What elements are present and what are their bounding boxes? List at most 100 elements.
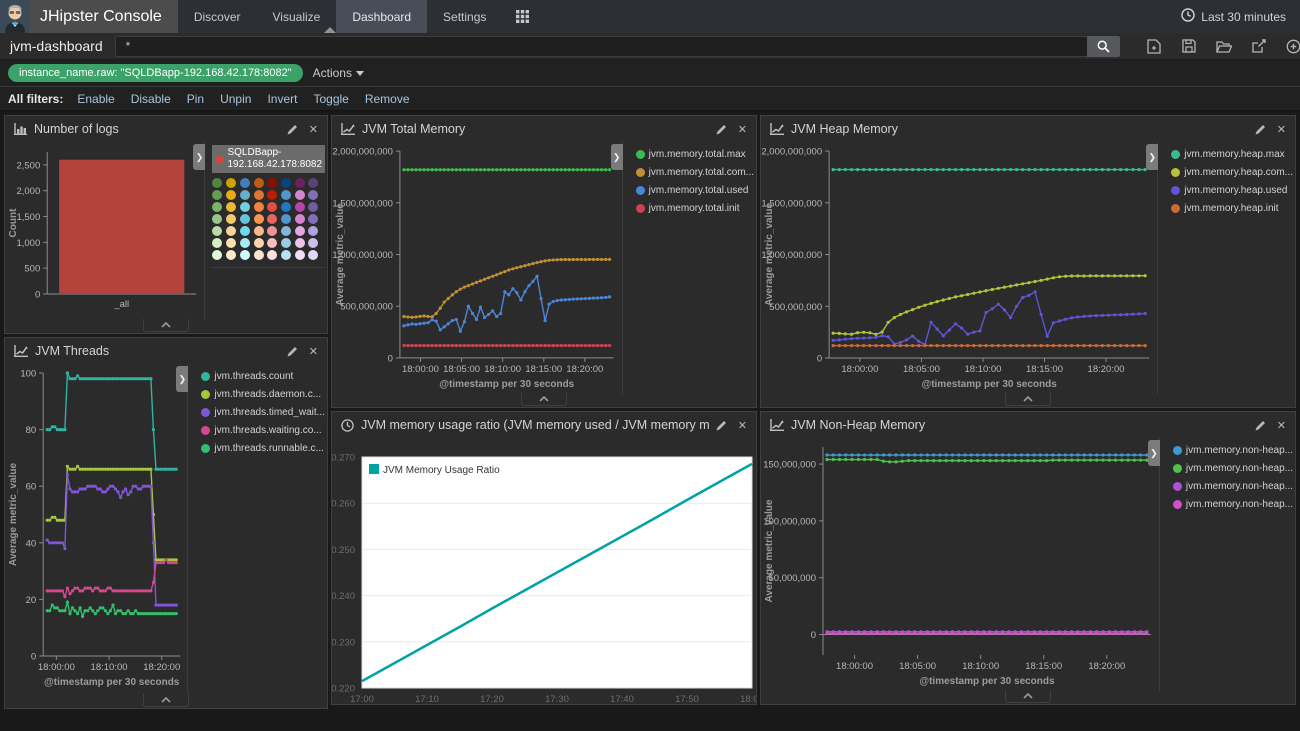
tab-dashboard[interactable]: Dashboard bbox=[336, 0, 428, 33]
palette-color-swatch[interactable] bbox=[226, 226, 237, 236]
legend-item[interactable]: jvm.memory.total.com... bbox=[635, 163, 754, 181]
palette-color-swatch[interactable] bbox=[212, 226, 223, 236]
palette-color-swatch[interactable] bbox=[253, 202, 264, 212]
edit-panel-icon[interactable] bbox=[716, 420, 727, 431]
legend-item[interactable]: jvm.memory.non-heap... bbox=[1172, 441, 1293, 459]
palette-color-swatch[interactable] bbox=[280, 238, 291, 248]
palette-color-swatch[interactable] bbox=[280, 202, 291, 212]
palette-color-swatch[interactable] bbox=[267, 178, 278, 188]
palette-color-swatch[interactable] bbox=[280, 190, 291, 200]
palette-color-swatch[interactable] bbox=[267, 214, 278, 224]
collapse-panel-button[interactable] bbox=[1005, 690, 1051, 703]
remove-panel-icon[interactable]: ✕ bbox=[737, 419, 747, 432]
tab-visualize[interactable]: Visualize bbox=[272, 9, 321, 24]
legend-item[interactable]: jvm.threads.timed_wait... bbox=[201, 403, 325, 421]
palette-color-swatch[interactable] bbox=[267, 202, 278, 212]
palette-color-swatch[interactable] bbox=[294, 190, 305, 200]
palette-color-swatch[interactable] bbox=[212, 250, 223, 260]
legend-item[interactable]: jvm.threads.daemon.c... bbox=[201, 385, 325, 403]
palette-color-swatch[interactable] bbox=[280, 178, 291, 188]
legend-toggle-icon[interactable]: ❯ bbox=[193, 144, 206, 170]
edit-panel-icon[interactable] bbox=[1255, 420, 1266, 431]
legend-item[interactable]: jvm.memory.total.used bbox=[635, 181, 754, 199]
remove-panel-icon[interactable]: ✕ bbox=[1276, 123, 1286, 136]
palette-color-swatch[interactable] bbox=[239, 202, 250, 212]
palette-color-swatch[interactable] bbox=[294, 214, 305, 224]
new-dashboard-icon[interactable] bbox=[1146, 38, 1162, 54]
palette-color-swatch[interactable] bbox=[308, 238, 319, 248]
palette-color-swatch[interactable] bbox=[308, 178, 319, 188]
collapse-panel-button[interactable] bbox=[521, 393, 567, 406]
palette-color-swatch[interactable] bbox=[294, 202, 305, 212]
palette-color-swatch[interactable] bbox=[239, 250, 250, 260]
palette-color-swatch[interactable] bbox=[280, 226, 291, 236]
palette-color-swatch[interactable] bbox=[267, 250, 278, 260]
legend-toggle-icon[interactable]: ❯ bbox=[610, 144, 623, 170]
legend-toggle-icon[interactable]: ❯ bbox=[1146, 144, 1159, 170]
palette-color-swatch[interactable] bbox=[294, 238, 305, 248]
share-dashboard-icon[interactable] bbox=[1251, 38, 1267, 54]
palette-color-swatch[interactable] bbox=[253, 214, 264, 224]
palette-color-swatch[interactable] bbox=[212, 178, 223, 188]
app-switcher-icon[interactable] bbox=[502, 0, 543, 33]
palette-color-swatch[interactable] bbox=[212, 202, 223, 212]
edit-panel-icon[interactable] bbox=[287, 124, 298, 135]
palette-color-swatch[interactable] bbox=[308, 250, 319, 260]
palette-color-swatch[interactable] bbox=[294, 226, 305, 236]
search-input[interactable] bbox=[114, 35, 1087, 57]
palette-color-swatch[interactable] bbox=[308, 214, 319, 224]
palette-color-swatch[interactable] bbox=[226, 202, 237, 212]
palette-color-swatch[interactable] bbox=[308, 190, 319, 200]
palette-color-swatch[interactable] bbox=[280, 214, 291, 224]
filter-link-unpin[interactable]: Unpin bbox=[220, 91, 252, 106]
instance-filter-pill[interactable]: instance_name.raw: "SQLDBapp-192.168.42.… bbox=[8, 64, 303, 82]
legend-item[interactable]: jvm.memory.non-heap... bbox=[1172, 477, 1293, 495]
collapse-panel-button[interactable] bbox=[143, 319, 189, 332]
filter-link-toggle[interactable]: Toggle bbox=[313, 91, 349, 106]
palette-color-swatch[interactable] bbox=[226, 178, 237, 188]
tab-settings[interactable]: Settings bbox=[443, 9, 487, 24]
palette-color-swatch[interactable] bbox=[253, 250, 264, 260]
palette-color-swatch[interactable] bbox=[308, 226, 319, 236]
legend-item[interactable]: jvm.threads.waiting.co... bbox=[201, 421, 325, 439]
palette-color-swatch[interactable] bbox=[267, 226, 278, 236]
palette-color-swatch[interactable] bbox=[226, 190, 237, 200]
palette-color-swatch[interactable] bbox=[239, 238, 250, 248]
palette-color-swatch[interactable] bbox=[239, 226, 250, 236]
filter-actions-dropdown[interactable]: Actions bbox=[313, 66, 364, 80]
remove-panel-icon[interactable]: ✕ bbox=[308, 345, 318, 358]
collapse-panel-button[interactable] bbox=[1005, 393, 1051, 406]
edit-panel-icon[interactable] bbox=[716, 124, 727, 135]
palette-color-swatch[interactable] bbox=[212, 238, 223, 248]
legend-toggle-icon[interactable]: ❯ bbox=[176, 366, 189, 392]
legend-item[interactable]: jvm.memory.non-heap... bbox=[1172, 495, 1293, 513]
filter-link-enable[interactable]: Enable bbox=[77, 91, 115, 106]
time-range-picker[interactable]: Last 30 minutes bbox=[1167, 0, 1300, 33]
palette-color-swatch[interactable] bbox=[267, 190, 278, 200]
save-dashboard-icon[interactable] bbox=[1181, 38, 1197, 54]
legend-item[interactable]: jvm.memory.non-heap... bbox=[1172, 459, 1293, 477]
palette-color-swatch[interactable] bbox=[267, 238, 278, 248]
filter-link-invert[interactable]: Invert bbox=[267, 91, 298, 106]
palette-color-swatch[interactable] bbox=[212, 214, 223, 224]
tab-discover[interactable]: Discover bbox=[193, 9, 241, 24]
palette-color-swatch[interactable] bbox=[253, 238, 264, 248]
palette-color-swatch[interactable] bbox=[253, 178, 264, 188]
remove-panel-icon[interactable]: ✕ bbox=[1276, 419, 1286, 432]
remove-panel-icon[interactable]: ✕ bbox=[308, 123, 318, 136]
palette-color-swatch[interactable] bbox=[226, 238, 237, 248]
legend-item-selected[interactable]: SQLDBapp-192.168.42.178:8082 bbox=[212, 145, 325, 173]
filter-link-pin[interactable]: Pin bbox=[186, 91, 205, 106]
palette-color-swatch[interactable] bbox=[294, 250, 305, 260]
palette-color-swatch[interactable] bbox=[226, 250, 237, 260]
legend-item[interactable]: jvm.memory.heap.com... bbox=[1171, 163, 1293, 181]
search-button[interactable] bbox=[1086, 35, 1120, 57]
legend-toggle-icon[interactable]: ❯ bbox=[1147, 440, 1160, 466]
legend-item[interactable]: jvm.memory.heap.init bbox=[1171, 199, 1293, 217]
add-visualization-icon[interactable] bbox=[1286, 38, 1300, 54]
palette-color-swatch[interactable] bbox=[253, 190, 264, 200]
filter-link-remove[interactable]: Remove bbox=[364, 91, 410, 106]
legend-item[interactable]: jvm.memory.total.max bbox=[635, 145, 754, 163]
legend-item[interactable]: jvm.threads.count bbox=[201, 367, 325, 385]
open-dashboard-icon[interactable] bbox=[1215, 38, 1232, 54]
